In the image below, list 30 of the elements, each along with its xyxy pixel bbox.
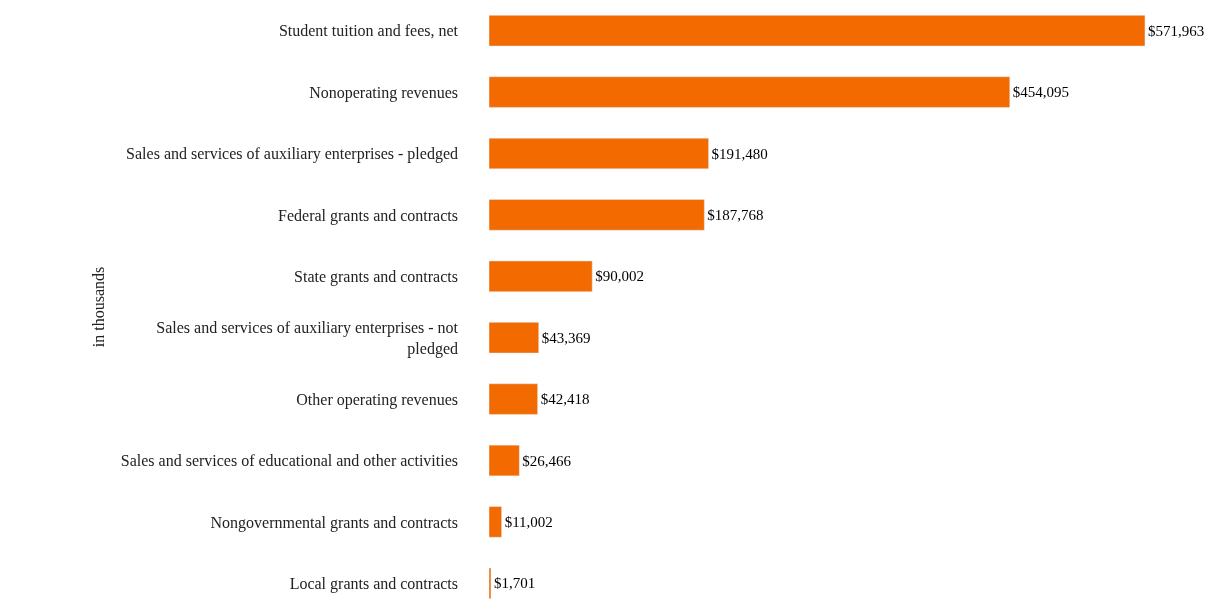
y-tick-label: Local grants and contracts (289, 574, 458, 593)
y-tick-label: Nongovernmental grants and contracts (210, 513, 458, 532)
bar (489, 260, 593, 292)
bar (489, 322, 539, 354)
data-label: $90,002 (595, 268, 644, 285)
y-tick-label: Sales and services of educational and other activities (120, 452, 458, 470)
data-label: $42,418 (540, 391, 590, 408)
bar (489, 137, 709, 170)
data-label: $571,963 (1147, 22, 1205, 39)
data-label: $187,768 (707, 206, 764, 223)
bar (489, 444, 520, 477)
y-tick-label: Sales and services of auxiliary enterprises - not pledged (156, 318, 459, 358)
y-tick-label: Nonoperating revenues (309, 83, 458, 102)
data-label: $43,369 (541, 329, 591, 346)
bar (489, 199, 705, 231)
bar (489, 76, 1011, 108)
y-tick-label: Sales and services of auxiliary enterprises - pledged (126, 145, 458, 164)
bar (489, 383, 538, 415)
data-label: $26,466 (522, 452, 572, 469)
data-label: $1,701 (493, 575, 536, 592)
y-tick-label: Other operating revenues (296, 390, 458, 409)
data-label: $454,095 (1012, 84, 1070, 101)
bar (489, 15, 1146, 47)
y-tick-label: Federal grants and contracts (278, 206, 458, 225)
y-axis-title: in thousands (89, 266, 107, 348)
bar (489, 506, 502, 538)
data-label: $191,480 (711, 145, 768, 162)
y-tick-label: Student tuition and fees, net (278, 22, 459, 40)
data-label: $11,002 (504, 513, 553, 530)
y-tick-label: State grants and contracts (294, 267, 458, 286)
